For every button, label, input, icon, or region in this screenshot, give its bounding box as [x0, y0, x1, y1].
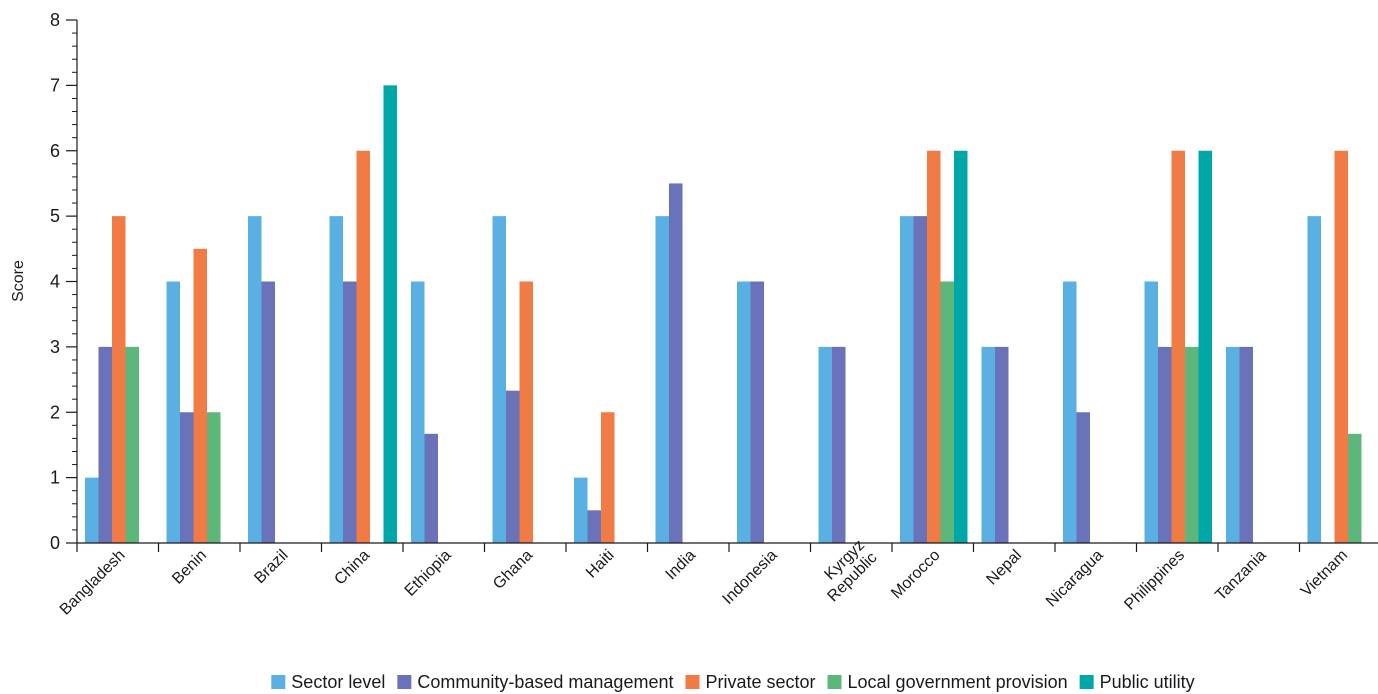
bar	[1307, 216, 1321, 543]
bar	[669, 183, 683, 543]
x-tick-label: KyrgyzRepublic	[812, 537, 880, 605]
bar	[601, 412, 615, 543]
bar	[1063, 281, 1077, 543]
x-tick-label: China	[331, 547, 373, 589]
legend-swatch	[827, 675, 842, 689]
bar	[1239, 346, 1253, 543]
bar	[1158, 346, 1172, 543]
bar	[1348, 433, 1362, 543]
bar	[927, 150, 941, 543]
bar	[832, 346, 846, 543]
bar	[506, 390, 520, 543]
x-tick-label: Ghana	[490, 547, 536, 593]
bar	[424, 433, 438, 543]
y-tick-label: 8	[50, 10, 60, 30]
bar	[1171, 150, 1185, 543]
bar	[818, 346, 832, 543]
x-tick-label: Ethiopia	[402, 547, 455, 600]
bar	[112, 216, 126, 543]
x-tick-label: Vietnam	[1298, 547, 1351, 600]
legend-swatch	[1079, 675, 1094, 689]
bar	[750, 281, 764, 543]
bar	[180, 412, 194, 543]
bar	[1198, 150, 1212, 543]
bar	[343, 281, 357, 543]
y-tick-label: 4	[50, 272, 60, 292]
x-tick-label: India	[663, 547, 700, 584]
x-tick-label: Philippines	[1121, 547, 1188, 614]
x-tick-label: Bangladesh	[57, 547, 129, 619]
legend-label: Sector level	[291, 672, 385, 692]
bar	[574, 477, 588, 543]
x-tick-label: Morocco	[888, 547, 943, 602]
bar	[125, 346, 139, 543]
bar	[248, 216, 262, 543]
x-tick-label: Nicaragua	[1043, 547, 1107, 611]
bar	[1144, 281, 1158, 543]
legend-swatch	[271, 675, 286, 689]
legend-item: Sector level	[271, 672, 385, 692]
y-tick-label: 6	[50, 141, 60, 161]
bar	[913, 216, 927, 543]
bar	[981, 346, 995, 543]
bar	[261, 281, 275, 543]
bar	[356, 150, 370, 543]
bar	[329, 216, 343, 543]
y-tick-label: 7	[50, 75, 60, 95]
x-tick-label: Indonesia	[719, 547, 780, 608]
y-tick-label: 5	[50, 206, 60, 226]
bar	[166, 281, 180, 543]
bar	[995, 346, 1009, 543]
x-tick-label: Benin	[169, 547, 210, 588]
bar	[411, 281, 425, 543]
legend-item: Local government provision	[827, 672, 1068, 692]
bar	[1226, 346, 1240, 543]
legend-label: Local government provision	[848, 672, 1068, 692]
bar	[193, 248, 207, 543]
bar	[519, 281, 533, 543]
legend-item: Public utility	[1079, 672, 1195, 692]
x-tick-label: Brazil	[251, 547, 291, 587]
legend-label: Private sector	[705, 672, 815, 692]
x-tick-label: Nepal	[983, 547, 1025, 589]
y-tick-label: 1	[50, 468, 60, 488]
bar	[940, 281, 954, 543]
bar	[954, 150, 968, 543]
y-axis-title: Score	[10, 260, 27, 302]
y-tick-label: 2	[50, 402, 60, 422]
bar	[1334, 150, 1348, 543]
x-tick-label: Haiti	[583, 547, 618, 582]
bar	[587, 510, 601, 543]
legend-item: Community-based management	[397, 672, 673, 692]
legend-label: Community-based management	[417, 672, 673, 692]
bar	[655, 216, 669, 543]
bar	[492, 216, 506, 543]
y-ticks: 0 1 2 3 4 5 6 7 8	[50, 10, 77, 553]
legend: Sector level Community-based management Pr…	[271, 672, 1195, 692]
bar	[383, 85, 397, 543]
bar	[1185, 346, 1199, 543]
legend-swatch	[685, 675, 700, 689]
bar	[737, 281, 751, 543]
legend-swatch	[397, 675, 412, 689]
x-ticks: Bangladesh Benin Brazil China Ethiopia Ghana H…	[57, 537, 1351, 619]
legend-item: Private sector	[685, 672, 816, 692]
bar	[85, 477, 99, 543]
legend-label: Public utility	[1100, 672, 1195, 692]
bar	[900, 216, 914, 543]
bar	[207, 412, 221, 543]
y-tick-label: 0	[50, 533, 60, 553]
y-tick-label: 3	[50, 337, 60, 357]
bars-layer	[85, 85, 1362, 543]
bar	[98, 346, 112, 543]
bar	[1076, 412, 1090, 543]
x-tick-label: Tanzania	[1212, 547, 1269, 604]
